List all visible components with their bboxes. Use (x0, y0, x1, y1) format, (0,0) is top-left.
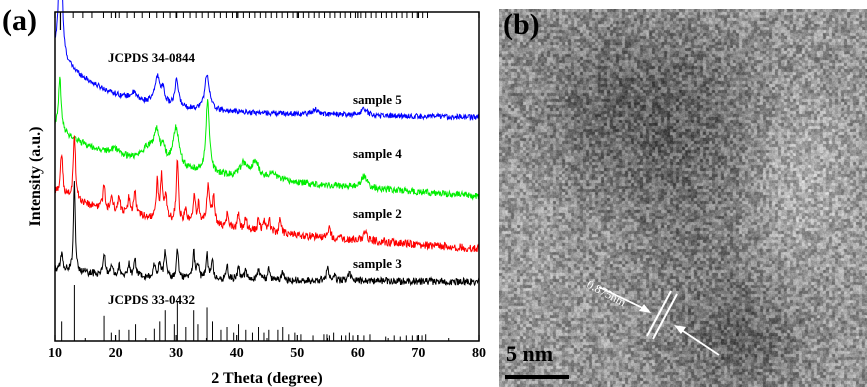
x-tick-label: 20 (109, 346, 123, 361)
arrowhead-icon (639, 304, 651, 313)
arrowhead-icon (674, 325, 686, 334)
series-label: sample 4 (353, 146, 402, 161)
x-tick-label: 80 (472, 346, 486, 361)
d-spacing-arrow (598, 286, 650, 312)
reference-label-bottom: JCPDS 33-0432 (108, 292, 195, 307)
x-axis-label: 2 Theta (degree) (211, 370, 322, 387)
panel-b-label: (b) (503, 8, 540, 41)
reference-label-top: JCPDS 34-0844 (108, 50, 196, 65)
x-tick-label: 60 (351, 346, 365, 361)
x-tick-label: 10 (48, 346, 62, 361)
lattice-line (646, 290, 672, 337)
series-label: sample 2 (353, 206, 402, 221)
x-tick-label: 40 (230, 346, 244, 361)
tem-image-panel: 0.875nm 5 nm (499, 9, 867, 387)
panel-a-label: (a) (2, 4, 37, 37)
tem-micrograph (499, 9, 867, 387)
series-label: sample 5 (353, 92, 402, 107)
lattice-line (652, 293, 678, 340)
scale-bar-label: 5 nm (506, 341, 554, 366)
series-label: sample 3 (353, 256, 402, 271)
d-spacing-arrow (676, 326, 720, 356)
series-line-sample-2 (54, 135, 480, 253)
xrd-chart: sample 5 sample 4 sample 2 sample 3 JCPDS 34… (27, 0, 486, 387)
x-tick-label: 50 (290, 346, 304, 361)
y-axis-label: Intensity (a.u.) (27, 126, 44, 226)
tem-annotations (505, 286, 720, 379)
series-line-sample-4 (54, 76, 480, 201)
x-tick-label: 70 (411, 346, 425, 361)
series-line-sample-5 (54, 0, 480, 122)
x-tick-label: 30 (169, 346, 183, 361)
series-line-sample-3 (54, 180, 480, 287)
